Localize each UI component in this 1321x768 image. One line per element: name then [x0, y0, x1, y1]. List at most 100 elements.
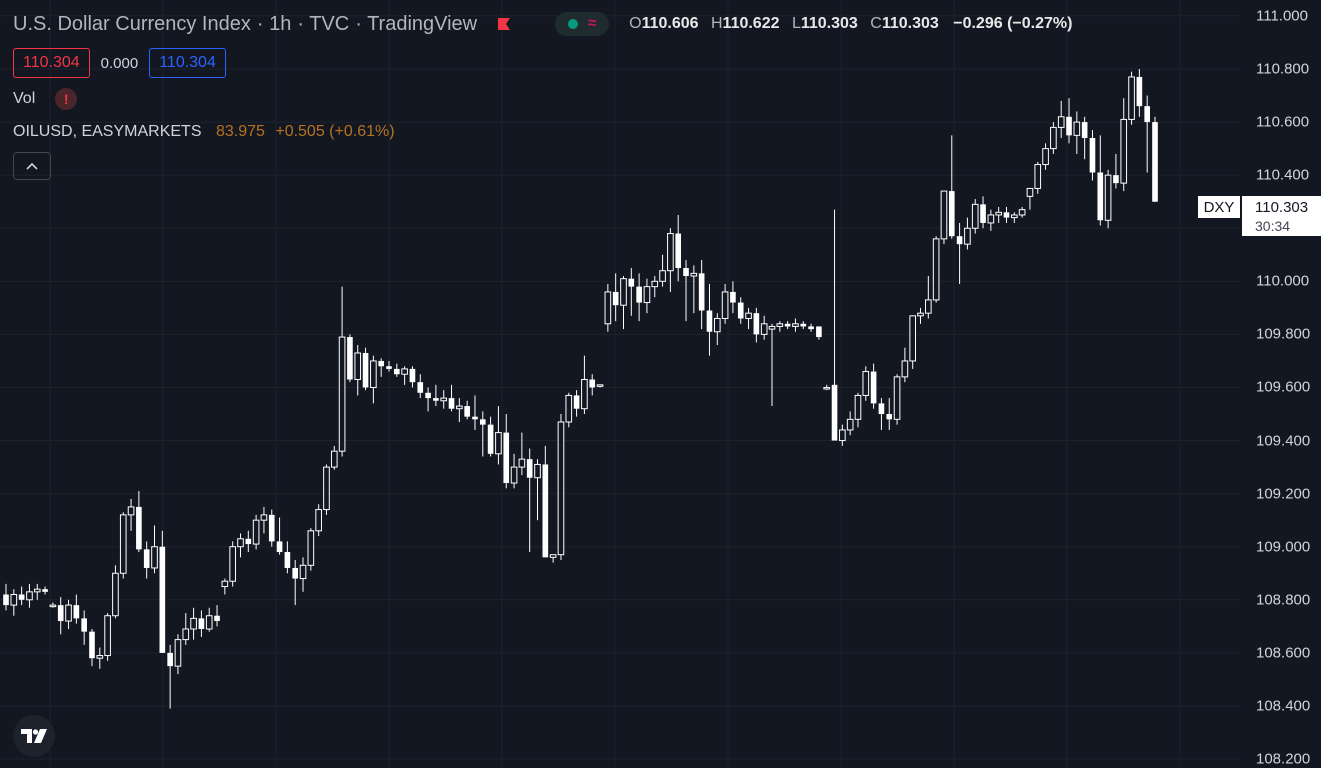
candle	[3, 583, 9, 611]
candle-body	[57, 605, 64, 622]
price-tick-label: 109.400	[1256, 432, 1311, 450]
candle	[81, 610, 87, 645]
low-value: 110.303	[800, 15, 858, 32]
candle-body	[96, 655, 104, 659]
candle	[886, 398, 893, 430]
symbol-title[interactable]: U.S. Dollar Currency Index · 1h · TVC · Tra…	[13, 12, 478, 35]
ohlc-values: O110.606 H110.622 L110.303 C110.303 −0.2…	[629, 15, 1072, 33]
price-boxes: 110.304 0.000 110.304	[13, 48, 226, 78]
candle	[917, 307, 924, 324]
candle-body	[846, 418, 854, 431]
candle	[252, 514, 260, 550]
candle-body	[104, 615, 111, 657]
high-label: H	[710, 15, 723, 32]
candle-body	[229, 546, 236, 582]
candle-body	[1066, 116, 1072, 136]
candle	[893, 374, 901, 425]
candle-body	[119, 514, 127, 574]
candle-body	[1018, 209, 1026, 216]
price-tick-label: 110.800	[1256, 60, 1310, 78]
candle	[549, 554, 557, 563]
candle	[542, 445, 549, 558]
price-tick-label: 110.000	[1256, 272, 1310, 290]
candle-body	[526, 459, 533, 478]
candle	[57, 597, 64, 635]
candle-body	[549, 554, 557, 558]
candle-body	[1073, 121, 1081, 136]
candle	[987, 209, 995, 231]
candle-body	[831, 384, 838, 441]
candle-body	[503, 432, 510, 484]
last-price-label: 110.303 30:34	[1242, 196, 1321, 236]
candle	[1050, 122, 1057, 154]
candle	[628, 268, 635, 316]
candle-body	[448, 398, 455, 409]
candle-body	[409, 368, 416, 383]
candle	[276, 517, 283, 555]
candle-body	[401, 368, 408, 375]
candle	[159, 530, 166, 653]
candle	[1144, 95, 1150, 173]
candle	[980, 196, 986, 229]
candle-body	[659, 270, 666, 282]
candle	[612, 273, 619, 322]
sell-price-button[interactable]: 110.304	[13, 48, 90, 78]
candle-body	[425, 392, 431, 399]
candle-body	[299, 564, 307, 580]
tradingview-logo-icon[interactable]	[13, 715, 55, 757]
candle-body	[573, 395, 580, 409]
candle	[745, 307, 752, 330]
candle-body	[784, 323, 791, 327]
market-status-pill[interactable]: ≈	[555, 12, 610, 36]
delayed-data-icon: ≈	[587, 15, 597, 32]
chevron-up-icon	[26, 162, 38, 170]
candle-body	[307, 530, 315, 566]
candle-body	[636, 286, 642, 303]
low-label: L	[791, 15, 801, 32]
candle	[205, 607, 213, 632]
candle	[401, 366, 408, 385]
candle-body	[589, 379, 596, 388]
candle	[214, 605, 220, 627]
candle	[425, 387, 431, 412]
volume-indicator[interactable]: Vol !	[13, 88, 78, 110]
collapse-legend-button[interactable]	[13, 152, 51, 180]
compare-symbol-legend[interactable]: OILUSD, EASYMARKETS 83.975 +0.505 (+0.61…	[13, 123, 395, 141]
candle-body	[628, 278, 635, 287]
candle-body	[347, 337, 353, 380]
candle-body	[768, 325, 776, 330]
candle-body	[354, 352, 362, 381]
buy-price-button[interactable]: 110.304	[149, 48, 226, 78]
price-tick-label: 108.200	[1256, 750, 1311, 768]
candle	[237, 533, 244, 558]
flag-icon[interactable]	[497, 17, 511, 31]
candle	[831, 209, 838, 441]
candle-body	[706, 310, 713, 332]
candle-body	[596, 384, 604, 387]
candle-body	[487, 424, 494, 454]
candle	[1026, 187, 1034, 210]
candle	[760, 315, 768, 340]
candle	[721, 283, 729, 324]
candle-body	[698, 273, 705, 311]
candle-body	[980, 204, 986, 223]
warning-icon[interactable]: !	[55, 88, 78, 110]
candle-body	[542, 464, 549, 558]
candle-body	[948, 191, 955, 237]
candle-body	[862, 371, 870, 396]
candle	[854, 392, 862, 428]
candle	[768, 323, 776, 407]
candle-body	[42, 589, 48, 592]
candle	[940, 190, 948, 245]
candle-body	[713, 317, 721, 333]
candle-body	[167, 652, 173, 667]
candle-body	[1128, 76, 1135, 120]
candle	[683, 260, 689, 322]
candle-body	[174, 639, 182, 667]
candle	[730, 281, 736, 314]
high-value: 110.622	[722, 15, 780, 32]
tv-logo-mark	[21, 729, 47, 743]
candle-body	[964, 227, 971, 245]
candle-body	[136, 506, 142, 550]
